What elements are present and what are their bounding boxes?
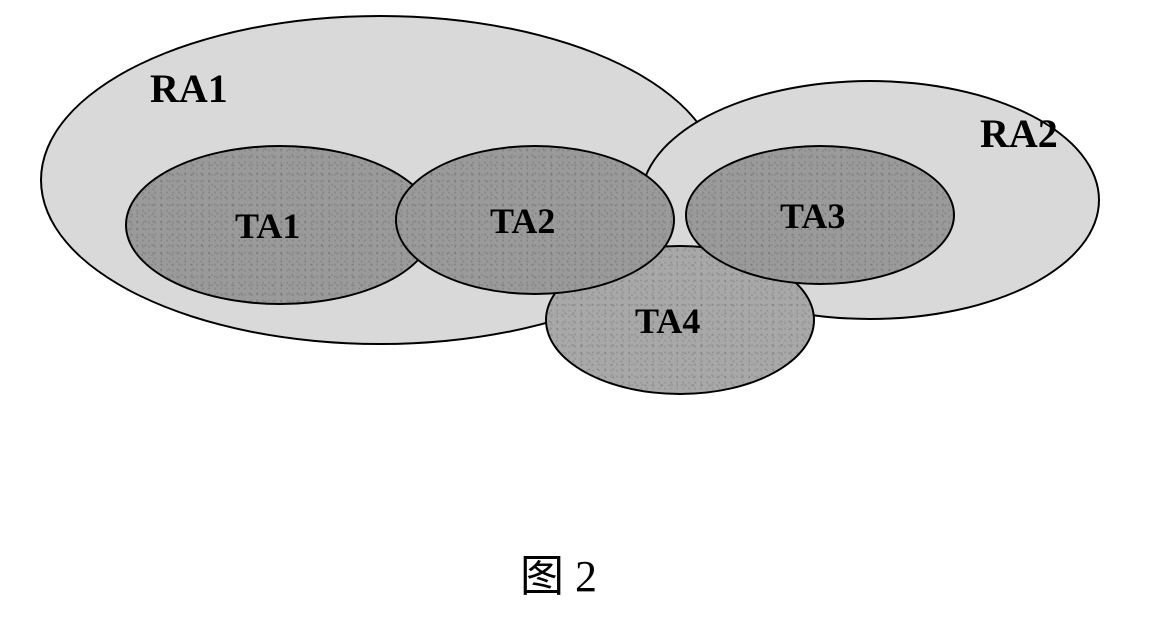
diagram-stage: RA1 RA2 TA1 TA2 TA3 TA4 图 2	[0, 0, 1156, 621]
label-ra2: RA2	[980, 110, 1058, 157]
label-ta1: TA1	[235, 205, 300, 247]
figure-caption: 图 2	[520, 540, 597, 604]
label-ta4: TA4	[635, 300, 700, 342]
label-ta2: TA2	[490, 200, 555, 242]
label-ta3: TA3	[780, 195, 845, 237]
label-ra1: RA1	[150, 65, 228, 112]
